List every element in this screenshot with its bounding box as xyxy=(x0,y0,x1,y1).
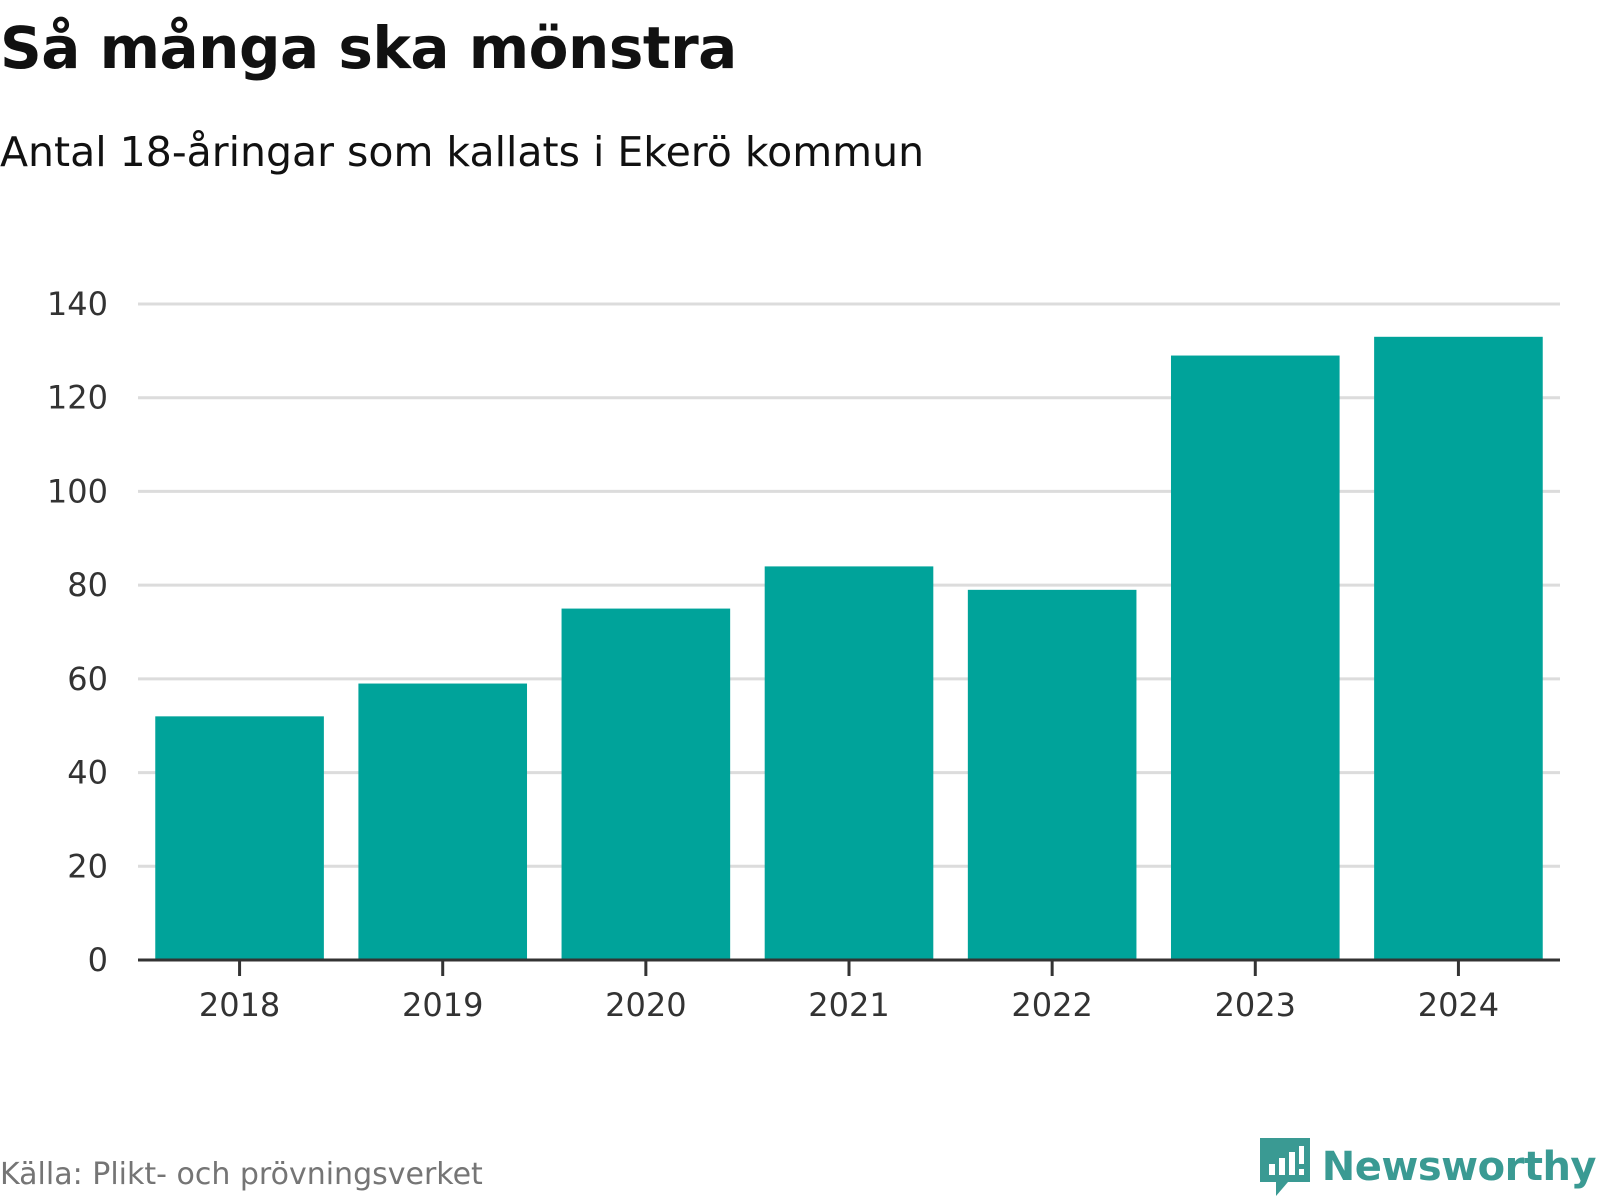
bar-2020 xyxy=(561,608,731,960)
bar-2018 xyxy=(155,716,324,960)
y-axis-ticks: 0 20 40 60 80 100 120 140 xyxy=(47,285,108,979)
bar-2019 xyxy=(358,683,528,960)
x-tick-label: 2021 xyxy=(808,986,889,1024)
x-tick-label: 2022 xyxy=(1011,986,1092,1024)
y-tick-label: 60 xyxy=(67,660,108,698)
y-tick-label: 140 xyxy=(47,285,108,323)
y-tick-label: 40 xyxy=(67,754,108,792)
bar-2023 xyxy=(1170,355,1340,960)
x-axis-ticks: 2018 2019 2020 2021 2022 2023 2024 xyxy=(199,960,1499,1024)
x-tick-label: 2024 xyxy=(1418,986,1499,1024)
y-tick-label: 120 xyxy=(47,379,108,417)
bar-2022 xyxy=(967,589,1137,960)
x-tick-label: 2020 xyxy=(605,986,686,1024)
bar-2024 xyxy=(1374,336,1543,960)
y-tick-label: 0 xyxy=(88,941,108,979)
y-tick-label: 100 xyxy=(47,472,108,510)
bars xyxy=(155,336,1543,960)
y-tick-label: 20 xyxy=(67,847,108,885)
bar-2021 xyxy=(764,566,934,960)
y-tick-label: 80 xyxy=(67,566,108,604)
x-tick-label: 2023 xyxy=(1215,986,1296,1024)
x-tick-label: 2019 xyxy=(402,986,483,1024)
brand-name: Newsworthy xyxy=(1321,1144,1597,1190)
chart-title: Så många ska mönstra xyxy=(0,14,737,82)
brand-logo[interactable]: Newsworthy xyxy=(1259,1138,1597,1196)
x-tick-label: 2018 xyxy=(199,986,280,1024)
newsworthy-logo-icon xyxy=(1259,1138,1310,1196)
source-note: Källa: Plikt- och prövningsverket xyxy=(0,1157,483,1192)
chart-subtitle: Antal 18-åringar som kallats i Ekerö kom… xyxy=(0,128,925,176)
